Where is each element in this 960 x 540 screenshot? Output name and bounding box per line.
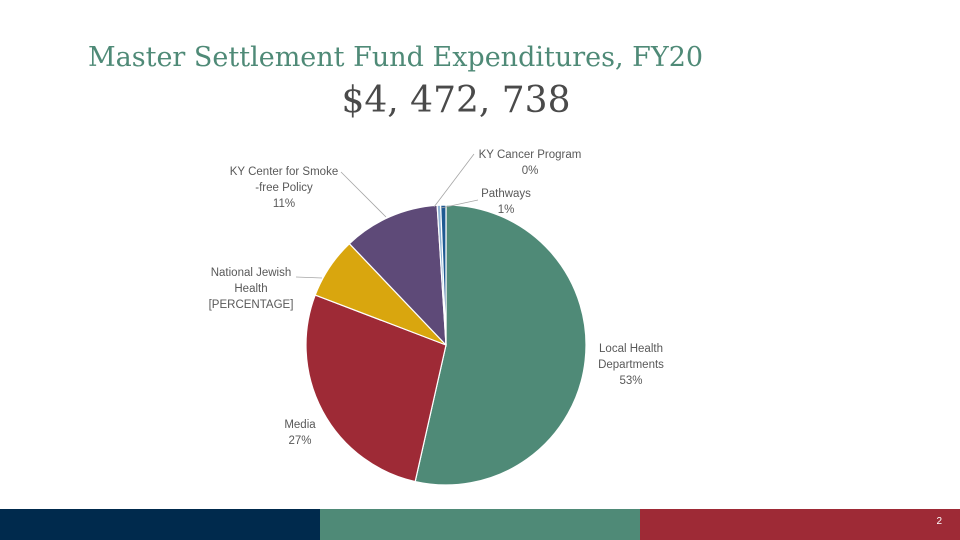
- slice-percent-label: 53%: [619, 375, 642, 387]
- slice-name-label: KY Center for Smoke: [230, 166, 338, 178]
- slice-name-label: -free Policy: [255, 182, 313, 194]
- leader-line: [440, 199, 479, 209]
- slice-name-label: Pathways: [481, 188, 531, 200]
- slice-percent-label: 0%: [522, 165, 539, 177]
- leader-line: [340, 171, 387, 218]
- slice-percent-label: [PERCENTAGE]: [209, 299, 294, 311]
- pie-slice-pathways: [440, 204, 447, 346]
- slide-title: Master Settlement Fund Expenditures, FY2…: [88, 42, 704, 73]
- slice-name-label: Health: [234, 283, 267, 295]
- pie-slice-local-health-departments: [414, 204, 587, 486]
- slice-percent-label: 1%: [498, 204, 515, 216]
- footer-bar-red: [640, 509, 960, 540]
- slice-label: Media 27%: [284, 419, 316, 447]
- slice-label: Local Health Departments 53%: [598, 343, 664, 387]
- slice-label: KY Cancer Program 0%: [479, 149, 582, 177]
- leader-line: [295, 276, 323, 279]
- slice-label: KY Center for Smoke -free Policy 11%: [230, 166, 338, 210]
- pie-chart: Local Health Departments 53% Media 27% Nation…: [209, 149, 664, 486]
- slice-label: Pathways 1%: [481, 188, 531, 216]
- slice-name-label: Media: [284, 419, 316, 431]
- pie-slice-ky-center-for-smoke-free-policy: [348, 204, 447, 347]
- slice-percent-label: 11%: [273, 198, 295, 210]
- leader-line: [433, 153, 475, 208]
- slice-name-label: KY Cancer Program: [479, 149, 582, 161]
- footer-bar-navy: [0, 509, 320, 540]
- slice-name-label: Departments: [598, 359, 664, 371]
- page-number: 2: [936, 516, 942, 527]
- footer-bar-green: [320, 509, 640, 540]
- slice-name-label: Local Health: [599, 343, 663, 355]
- total-amount: $4, 472, 738: [341, 80, 571, 121]
- slice-name-label: National Jewish: [211, 267, 292, 279]
- slice-percent-label: 27%: [288, 435, 311, 447]
- slice-label: National Jewish Health [PERCENTAGE]: [209, 267, 294, 311]
- pie-slice-media: [305, 294, 447, 483]
